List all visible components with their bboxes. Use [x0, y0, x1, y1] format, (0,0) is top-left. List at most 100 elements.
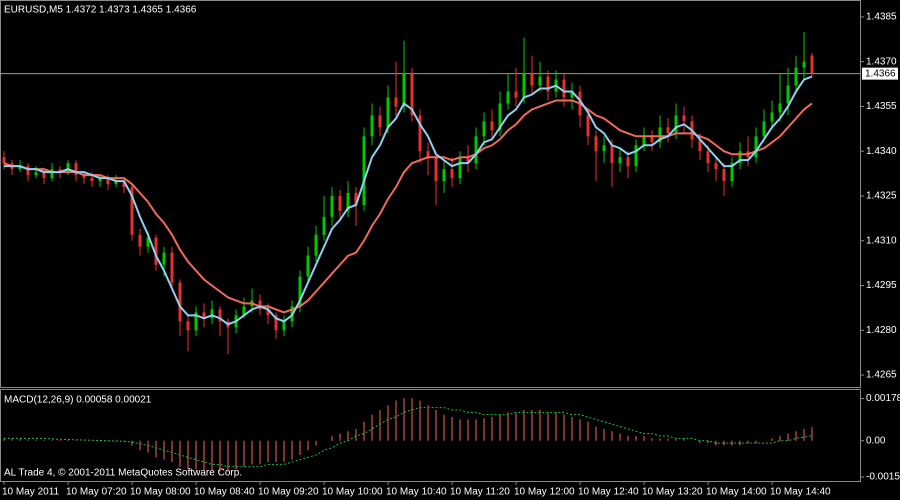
candle-body	[770, 112, 774, 122]
x-tick-label: 10 May 12:40	[578, 487, 639, 498]
candle-body	[274, 315, 278, 331]
y-tick-label: 1.4265	[866, 370, 897, 381]
candle-body	[82, 175, 86, 179]
candle-body	[2, 157, 6, 164]
candle-body	[650, 136, 654, 143]
candle-body	[762, 121, 766, 137]
x-tick-label: 10 May 2011	[2, 487, 60, 498]
y-tick-label: 1.4355	[866, 101, 897, 112]
candle-body	[490, 121, 494, 131]
candle-body	[506, 91, 510, 104]
candle-body	[266, 309, 270, 316]
y-tick-label: 1.4280	[866, 325, 897, 336]
candle-body	[74, 163, 78, 176]
candle-body	[106, 178, 110, 185]
candle-body	[594, 136, 598, 152]
candle-body	[450, 169, 454, 179]
candle-body	[730, 163, 734, 182]
candle-body	[394, 97, 398, 107]
x-tick-label: 10 May 13:20	[642, 487, 703, 498]
current-price-box	[862, 67, 898, 80]
moving-average	[4, 75, 813, 326]
candle-body	[186, 321, 190, 331]
candle-body	[338, 195, 342, 211]
candle-body	[330, 195, 334, 217]
candle-body	[794, 67, 798, 86]
candle-body	[402, 73, 406, 107]
candle-body	[66, 163, 70, 173]
candle-body	[354, 193, 358, 205]
candle-body	[162, 252, 166, 265]
y-tick-label: 1.4340	[866, 146, 897, 157]
macd-y-tick-label: 0.00	[866, 435, 886, 446]
candle-body	[778, 103, 782, 113]
candle-body	[698, 139, 702, 152]
candle-body	[386, 97, 390, 128]
y-tick-label: 1.4295	[866, 280, 897, 291]
candle-body	[714, 163, 718, 170]
candle-body	[418, 115, 422, 152]
candle-body	[722, 169, 726, 182]
macd-y-tick-label: 0.00178	[866, 393, 900, 404]
candle-body	[18, 166, 22, 170]
candle-body	[434, 157, 438, 182]
candle-body	[242, 306, 246, 316]
y-tick-label: 1.4385	[866, 12, 897, 23]
candle-body	[58, 169, 62, 173]
candle-body	[674, 115, 678, 134]
candle-body	[194, 312, 198, 331]
main-panel-frame	[0, 0, 861, 388]
candle-body	[362, 136, 366, 205]
candle-body	[210, 309, 214, 319]
candle-body	[314, 234, 318, 256]
candle-body	[626, 157, 630, 167]
x-tick-label: 10 May 14:00	[706, 487, 767, 498]
candle-body	[146, 237, 150, 247]
footer: AL Trade 4, © 2001-2011 MetaQuotes Softw…	[4, 468, 242, 479]
candle-body	[570, 91, 574, 98]
candle-body	[586, 115, 590, 137]
x-tick-label: 10 May 12:00	[514, 487, 575, 498]
x-tick-label: 10 May 14:40	[770, 487, 831, 498]
candle-body	[370, 115, 374, 137]
candle-body	[546, 76, 550, 92]
candle-body	[618, 157, 622, 164]
candle-body	[562, 79, 566, 98]
macd-panel-frame	[0, 389, 861, 482]
candle-body	[642, 136, 646, 146]
candle-body	[634, 145, 638, 167]
candle-body	[90, 178, 94, 182]
candle-body	[306, 255, 310, 277]
candle-body	[738, 151, 742, 164]
candle-body	[258, 300, 262, 310]
macd-y-tick-label: -0.00153	[866, 472, 900, 483]
candle-body	[514, 91, 518, 98]
x-tick-label: 10 May 08:00	[130, 487, 191, 498]
candle-body	[34, 172, 38, 176]
candle-body	[810, 55, 814, 74]
y-tick-label: 1.4310	[866, 235, 897, 246]
candle-body	[754, 136, 758, 158]
candle-body	[466, 157, 470, 164]
candle-body	[138, 234, 142, 247]
candle-body	[530, 73, 534, 86]
candle-body	[410, 73, 414, 116]
y-tick-label: 1.4325	[866, 191, 897, 202]
candle-body	[98, 178, 102, 182]
moving-average	[3, 99, 813, 314]
candle-body	[474, 136, 478, 164]
x-tick-label: 10 May 10:40	[386, 487, 447, 498]
macd-title: MACD(12,26,9) 0.00058 0.00021	[4, 395, 152, 406]
candle-body	[114, 181, 118, 185]
candle-body	[154, 237, 158, 265]
candle-body	[202, 312, 206, 319]
candle-body	[498, 103, 502, 131]
candle-body	[658, 127, 662, 143]
candle-body	[426, 151, 430, 158]
candle-body	[42, 172, 46, 179]
x-tick-label: 10 May 07:20	[66, 487, 127, 498]
candle-body	[282, 321, 286, 331]
